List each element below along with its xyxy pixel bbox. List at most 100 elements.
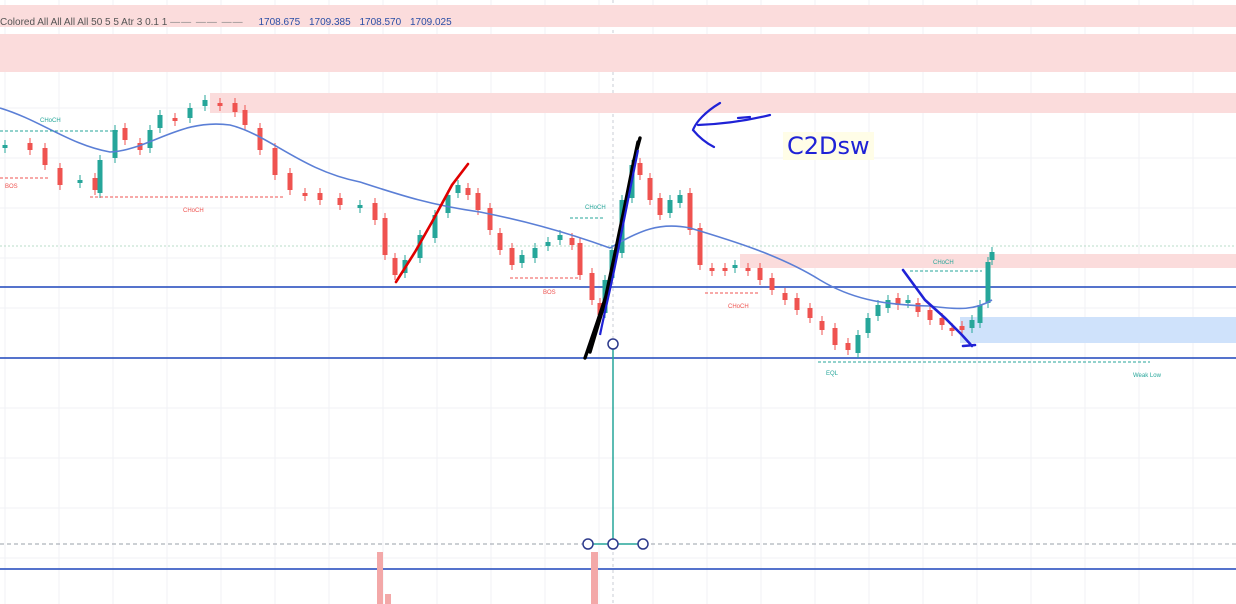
candle-body	[989, 252, 995, 260]
candle-body	[875, 305, 881, 316]
indicator-values: 1708.675 1709.385 1708.570 1709.025	[252, 17, 451, 28]
volume-bar	[385, 594, 391, 604]
candle-body	[832, 328, 838, 345]
candle-body	[122, 128, 128, 140]
candle-body	[577, 243, 583, 275]
candle-body	[112, 130, 118, 158]
candle-body	[77, 180, 83, 183]
candle-body	[757, 268, 763, 280]
candle-body	[157, 115, 163, 128]
candle-body	[927, 310, 933, 320]
candle-body	[667, 200, 673, 213]
candle-body	[845, 343, 851, 350]
volume-bars	[377, 552, 598, 604]
candle-body	[885, 300, 891, 308]
candle-body	[687, 193, 693, 230]
candle-body	[417, 235, 423, 258]
candle-body	[819, 321, 825, 330]
structure-label: CHoCH	[728, 304, 749, 310]
structure-label: Weak Low	[1133, 373, 1162, 379]
candle-body	[782, 293, 788, 300]
candle-body	[807, 308, 813, 318]
candle-body	[187, 108, 193, 118]
ema-curve	[0, 107, 993, 310]
indicator-dashes: —— —— ——	[170, 17, 244, 28]
candle-body	[372, 203, 378, 220]
candle-body	[232, 103, 238, 112]
candle-body	[509, 248, 515, 265]
candle-body	[465, 188, 471, 195]
blue-pen-stroke	[901, 268, 977, 348]
measure-handle	[607, 338, 619, 350]
indicator-name: Colored All All All All 50 5 5 Atr 3 0.1…	[0, 17, 168, 28]
candle-body	[287, 173, 293, 190]
candle-body	[519, 255, 525, 263]
candle-body	[137, 143, 143, 150]
candle-body	[392, 258, 398, 275]
candle-body	[217, 103, 223, 106]
structure-label: BOS	[543, 290, 556, 296]
measure-tool[interactable]	[582, 338, 649, 550]
candle-body	[272, 148, 278, 175]
structure-label: CHoCH	[585, 205, 606, 211]
structure-label: BOS	[5, 184, 18, 190]
indicator-value-3: 1708.570	[359, 17, 402, 28]
candle-body	[985, 262, 991, 303]
indicator-value-1: 1708.675	[258, 17, 301, 28]
supply-zone	[0, 34, 1236, 72]
indicator-value-4: 1709.025	[409, 17, 452, 28]
volume-bar	[591, 552, 598, 604]
candle-body	[257, 128, 263, 150]
candle-body	[545, 242, 551, 246]
candle-body	[722, 268, 728, 271]
candle-body	[637, 163, 643, 175]
candle-body	[569, 238, 575, 245]
candle-body	[172, 118, 178, 121]
candle-body	[302, 193, 308, 196]
candle-body	[242, 110, 248, 125]
candle-body	[57, 168, 63, 185]
candle-body	[382, 218, 388, 255]
measure-handle	[582, 538, 594, 550]
supply-zone	[210, 93, 1236, 113]
horizontal-lines	[0, 286, 1236, 570]
candle-body	[769, 278, 775, 290]
indicator-value-2: 1709.385	[308, 17, 351, 28]
candle-body	[697, 228, 703, 265]
candle-body	[532, 248, 538, 258]
candle-body	[977, 305, 983, 323]
candle-body	[949, 328, 955, 331]
candle-body	[794, 298, 800, 310]
candle-body	[337, 198, 343, 205]
candle-body	[497, 233, 503, 250]
candle-body	[557, 235, 563, 240]
ema-line	[0, 107, 993, 310]
candle-body	[959, 326, 965, 330]
supply-demand-zones	[0, 5, 1236, 343]
blue-pen-overlay	[598, 149, 640, 336]
candle-body	[745, 268, 751, 271]
candle-body	[939, 318, 945, 325]
structure-label: CHoCH	[933, 260, 954, 266]
candle-body	[357, 205, 363, 208]
demand-zone	[960, 317, 1236, 343]
candle-body	[865, 318, 871, 333]
hand-drawn-annotations	[394, 101, 977, 360]
handwritten-annotation-label: C2Dsw	[783, 132, 874, 160]
measure-handle	[607, 538, 619, 550]
volume-bar	[377, 552, 383, 604]
measure-handle	[637, 538, 649, 550]
blue-arrow	[691, 101, 772, 149]
candle-body	[677, 195, 683, 203]
candle-body	[657, 198, 663, 215]
candle-body	[969, 320, 975, 328]
candle-body	[2, 145, 8, 148]
candle-body	[202, 100, 208, 106]
structure-labels: CHoCH BOS CHoCH CHoCH BOS CHoCH CHoCH EQL Weak L…	[5, 118, 1162, 379]
red-pen-stroke	[394, 162, 470, 284]
candle-body	[487, 208, 493, 230]
structure-lines	[0, 130, 1150, 363]
candle-body	[589, 273, 595, 300]
